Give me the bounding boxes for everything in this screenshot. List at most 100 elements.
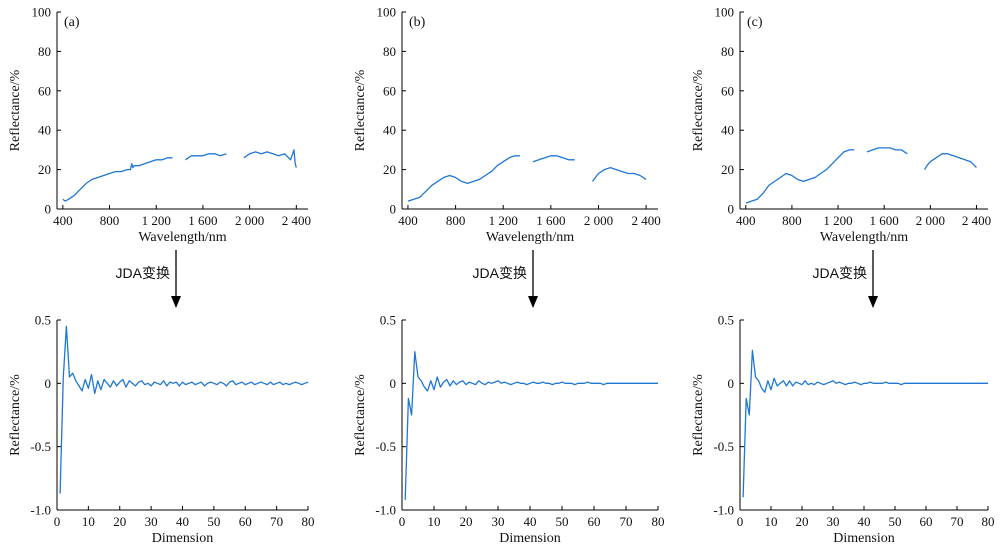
x-tick-label: 400 xyxy=(398,213,418,228)
y-tick-label: 80 xyxy=(383,44,396,59)
y-axis-label: Reflectance/% xyxy=(8,69,23,151)
transform-label: JDA变换 xyxy=(116,265,170,281)
y-tick-label: 0 xyxy=(390,202,397,217)
x-tick-label: 30 xyxy=(145,514,158,529)
y-tick-label: 0 xyxy=(728,202,735,217)
x-tick-label: 400 xyxy=(53,213,73,228)
y-tick-label: 20 xyxy=(383,162,396,177)
x-tick-label: 800 xyxy=(782,213,802,228)
x-tick-label: 30 xyxy=(827,514,840,529)
y-tick-label: 100 xyxy=(32,5,52,20)
x-tick-label: 60 xyxy=(588,514,601,529)
y-axis-label: Reflectance/% xyxy=(691,374,706,456)
x-tick-label: 20 xyxy=(113,514,126,529)
y-tick-label: -1.0 xyxy=(30,503,51,518)
y-tick-label: 60 xyxy=(38,83,51,98)
x-tick-label: 70 xyxy=(620,514,633,529)
y-tick-label: 0 xyxy=(728,376,735,391)
y-tick-label: 0.5 xyxy=(718,313,734,328)
y-axis-label: Reflectance/% xyxy=(353,69,368,151)
x-tick-label: 50 xyxy=(556,514,569,529)
x-tick-label: 400 xyxy=(736,213,756,228)
series-line-2-3 xyxy=(591,166,647,182)
series-line-4-1 xyxy=(59,325,309,494)
panel-label: (a) xyxy=(64,15,80,30)
x-tick-label: 2 000 xyxy=(916,213,945,228)
y-tick-label: 40 xyxy=(383,123,396,138)
x-tick-label: 80 xyxy=(302,514,315,529)
x-tick-label: 40 xyxy=(176,514,189,529)
x-tick-label: 1 600 xyxy=(188,213,217,228)
y-axis-label: Reflectance/% xyxy=(8,374,23,456)
x-tick-label: 2 400 xyxy=(962,213,991,228)
y-tick-label: 40 xyxy=(38,123,51,138)
series-line-5-1 xyxy=(404,351,658,500)
x-tick-label: 70 xyxy=(270,514,283,529)
series-line-3-2 xyxy=(866,147,908,155)
transform-label: JDA变换 xyxy=(473,265,527,281)
y-tick-label: 0 xyxy=(390,376,397,391)
series-line-2-2 xyxy=(532,155,575,163)
series-line-2-1 xyxy=(407,155,520,202)
x-tick-label: 2 400 xyxy=(282,213,311,228)
y-tick-label: 0.5 xyxy=(35,313,51,328)
y-tick-label: 40 xyxy=(721,123,734,138)
x-tick-label: 1 600 xyxy=(870,213,899,228)
x-axis-label: Wavelength/nm xyxy=(820,230,908,245)
y-tick-label: 20 xyxy=(721,162,734,177)
panel-label: (b) xyxy=(409,15,426,30)
x-tick-label: 20 xyxy=(460,514,473,529)
x-tick-label: 40 xyxy=(858,514,871,529)
transform-arrow-head xyxy=(868,296,878,308)
x-tick-label: 0 xyxy=(54,514,61,529)
transform-label: JDA变换 xyxy=(813,265,867,281)
x-axis-label: Wavelength/nm xyxy=(486,230,574,245)
x-tick-label: 1 200 xyxy=(823,213,852,228)
x-tick-label: 10 xyxy=(765,514,778,529)
series-line-1-1 xyxy=(62,157,173,202)
series-line-3-1 xyxy=(745,149,855,204)
x-axis-label: Dimension xyxy=(499,531,560,546)
series-line-1-3 xyxy=(243,149,297,168)
x-tick-label: 50 xyxy=(207,514,220,529)
x-tick-label: 1 600 xyxy=(536,213,565,228)
x-tick-label: 800 xyxy=(100,213,120,228)
x-axis-label: Dimension xyxy=(833,531,894,546)
y-tick-label: 80 xyxy=(721,44,734,59)
y-tick-label: 0.5 xyxy=(380,313,396,328)
y-tick-label: 20 xyxy=(38,162,51,177)
x-tick-label: 80 xyxy=(982,514,995,529)
x-tick-label: 0 xyxy=(737,514,744,529)
y-tick-label: 60 xyxy=(383,83,396,98)
x-tick-label: 60 xyxy=(239,514,252,529)
x-tick-label: 10 xyxy=(428,514,441,529)
x-tick-label: 1 200 xyxy=(142,213,171,228)
panel-label: (c) xyxy=(747,15,763,30)
x-tick-label: 800 xyxy=(446,213,466,228)
y-tick-label: -0.5 xyxy=(375,439,396,454)
x-axis-label: Dimension xyxy=(152,531,213,546)
x-tick-label: 70 xyxy=(951,514,964,529)
series-line-1-2 xyxy=(185,153,227,161)
x-tick-label: 50 xyxy=(889,514,902,529)
y-tick-label: -0.5 xyxy=(713,439,734,454)
series-line-6-1 xyxy=(742,349,988,498)
y-tick-label: 60 xyxy=(721,83,734,98)
y-tick-label: 80 xyxy=(38,44,51,59)
y-tick-label: 100 xyxy=(715,5,735,20)
x-tick-label: 40 xyxy=(524,514,537,529)
y-tick-label: -1.0 xyxy=(713,503,734,518)
x-tick-label: 2 400 xyxy=(631,213,660,228)
x-tick-label: 20 xyxy=(796,514,809,529)
transform-arrow-head xyxy=(528,296,538,308)
y-tick-label: -0.5 xyxy=(30,439,51,454)
x-tick-label: 80 xyxy=(652,514,665,529)
y-axis-label: Reflectance/% xyxy=(691,69,706,151)
x-axis-label: Wavelength/nm xyxy=(138,230,226,245)
y-tick-label: 0 xyxy=(45,202,52,217)
y-tick-label: 0 xyxy=(45,376,52,391)
x-tick-label: 1 200 xyxy=(489,213,518,228)
y-tick-label: 100 xyxy=(377,5,397,20)
y-tick-label: -1.0 xyxy=(375,503,396,518)
